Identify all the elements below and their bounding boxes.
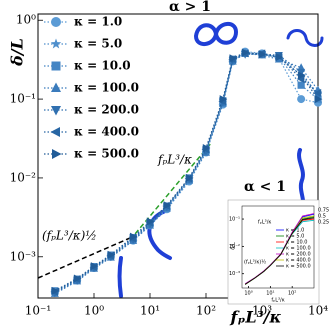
y-tick-label: 10⁻³ xyxy=(10,249,37,263)
series-line xyxy=(54,52,319,295)
inset-title: α < 1 xyxy=(244,179,286,195)
series-line xyxy=(244,217,315,285)
chart-title: α > 1 xyxy=(169,0,211,15)
legend-label: κ = 100.0 xyxy=(74,81,139,95)
marker xyxy=(107,250,116,259)
x-axis-label: fₚL³/κ xyxy=(230,308,282,327)
marker xyxy=(229,54,238,63)
legend-label: κ = 10.0 xyxy=(74,59,131,73)
marker xyxy=(52,149,62,159)
marker xyxy=(241,48,250,57)
legend-label: κ = 200.0 xyxy=(286,252,311,258)
legend-label: κ = 1.0 xyxy=(74,15,122,29)
legend-label: κ = 400.0 xyxy=(286,258,311,264)
marker xyxy=(275,53,284,62)
legend-label: κ = 400.0 xyxy=(74,125,139,139)
x-tick-label: 10¹ xyxy=(140,304,160,318)
marker xyxy=(202,143,211,152)
marker xyxy=(219,95,228,104)
y-tick-label: 10⁻² xyxy=(229,244,240,250)
filament-shapes xyxy=(117,22,324,298)
scaling-lines xyxy=(37,141,213,279)
x-tick-label: 10⁰ xyxy=(84,304,104,318)
series-line xyxy=(54,51,319,292)
marker xyxy=(129,232,138,241)
legend-label: κ = 500.0 xyxy=(74,147,139,161)
marker xyxy=(258,50,267,59)
annotation: 0.75 xyxy=(318,208,329,214)
annotation: (fₚL³/κ)½ xyxy=(42,229,97,243)
x-tick-label: 10² xyxy=(288,291,296,297)
marker xyxy=(185,173,194,182)
legend-label: κ = 5.0 xyxy=(74,37,122,51)
marker xyxy=(297,95,306,104)
x-tick-label: 10⁴ xyxy=(308,304,328,318)
annotation: 0.5 xyxy=(318,214,326,220)
legend-label: κ = 500.0 xyxy=(286,264,311,270)
legend-label: κ = 100.0 xyxy=(286,246,311,252)
annotation: fₚL³/κ xyxy=(258,220,271,226)
y-axis-label: δ/L xyxy=(231,242,237,250)
plot-frame xyxy=(241,205,315,289)
marker xyxy=(163,201,172,210)
y-tick-label: 10⁻³ xyxy=(229,271,240,277)
marker xyxy=(314,95,323,104)
marker xyxy=(50,127,60,137)
marker xyxy=(297,81,305,89)
y-axis-label: δ/L xyxy=(8,38,27,67)
x-tick-label: 10³ xyxy=(252,304,272,318)
marker xyxy=(51,82,61,92)
marker xyxy=(51,61,61,71)
y-tick-label: 10⁰ xyxy=(16,13,36,27)
y-tick-label: 10⁻¹ xyxy=(10,92,36,106)
x-axis-label: fₚL³/κ xyxy=(271,298,284,304)
x-tick-label: 10¹ xyxy=(266,291,274,297)
marker xyxy=(73,274,82,283)
marker xyxy=(51,286,60,295)
marker xyxy=(313,88,322,97)
marker xyxy=(51,17,61,27)
legend-label: κ = 10.0 xyxy=(286,240,307,246)
marker xyxy=(297,71,306,80)
marker xyxy=(90,262,99,271)
marker xyxy=(297,68,306,77)
x-tick-label: 10⁻¹ xyxy=(25,304,51,318)
annotation: fₚL³/κ xyxy=(157,153,192,167)
marker xyxy=(51,106,61,116)
y-tick-label: 10⁻¹ xyxy=(229,217,240,223)
annotation: 0.25 xyxy=(318,220,329,226)
x-tick-label: 10⁰ xyxy=(244,291,252,297)
annotation: (fₚL³/κ)½ xyxy=(244,259,266,266)
plot-frame xyxy=(37,13,319,299)
marker xyxy=(50,38,62,49)
y-tick-label: 10⁻² xyxy=(10,170,37,184)
legend-label: κ = 5.0 xyxy=(286,234,304,240)
x-tick-label: 10² xyxy=(196,304,216,318)
marker xyxy=(146,217,155,226)
legend-label: κ = 200.0 xyxy=(74,103,139,117)
